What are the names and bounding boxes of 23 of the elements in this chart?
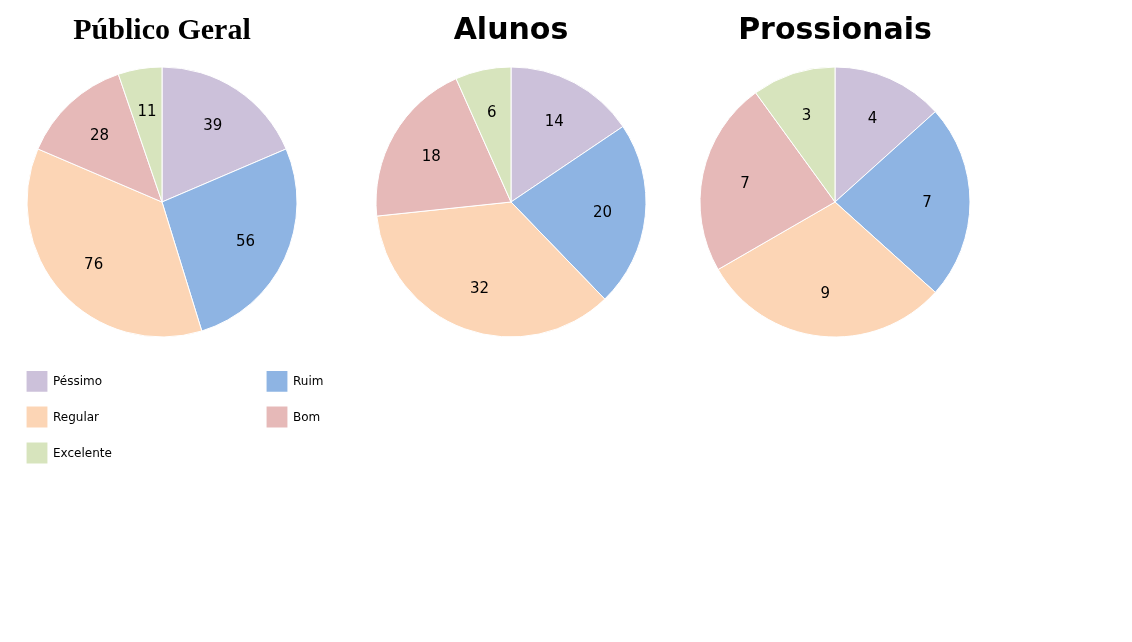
data-label: 18: [421, 147, 441, 165]
data-label: 9: [820, 284, 831, 303]
data-label: 28: [89, 125, 109, 144]
data-label: 7: [740, 173, 750, 192]
data-label: 11: [137, 102, 157, 121]
data-label: 32: [469, 279, 490, 298]
data-label: 4: [867, 108, 878, 127]
legend-label: Ruim: [293, 374, 324, 389]
data-label: 39: [203, 116, 223, 135]
legend-label: Regular: [53, 410, 100, 424]
data-label: 7: [922, 193, 932, 211]
data-label: 20: [592, 202, 613, 221]
data-label: 3: [801, 105, 812, 124]
legend-label: Péssimo: [53, 374, 103, 389]
data-label: 56: [235, 231, 256, 250]
data-label: 6: [487, 103, 497, 122]
chart-title: Prossionais: [738, 11, 932, 46]
data-label: 76: [84, 254, 104, 273]
chart-title: Alunos: [453, 11, 569, 46]
legend-label: Excelente: [53, 446, 112, 460]
legend-label: Bom: [293, 410, 321, 424]
data-label: 14: [544, 111, 564, 130]
chart-title: Público Geral: [73, 12, 251, 45]
